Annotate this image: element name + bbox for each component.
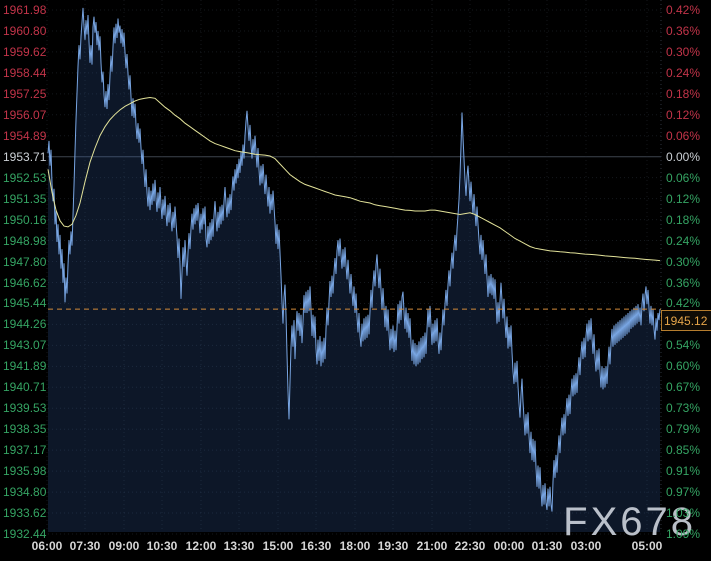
current-price-value: 1945.12 (664, 313, 708, 328)
vertical-gridlines (46, 0, 662, 532)
current-price-label: 1945.12 (661, 310, 711, 331)
watermark-logo: FX678 (563, 500, 696, 544)
average-price-line (47, 96, 661, 262)
price-line (47, 7, 661, 512)
price-area-fill (48, 7, 660, 532)
